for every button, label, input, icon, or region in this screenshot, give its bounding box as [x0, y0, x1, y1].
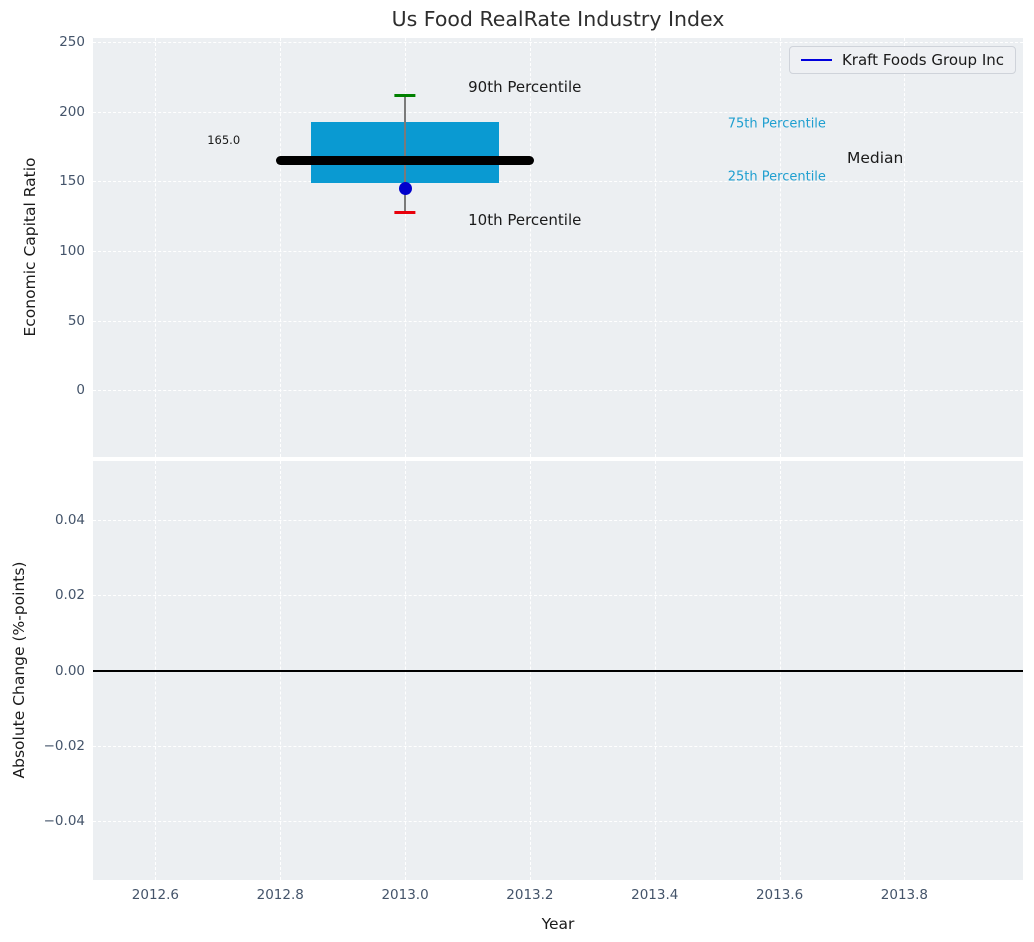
bottom-y-tick-label: 0.02 — [54, 587, 85, 603]
gridline-horizontal — [93, 595, 1023, 596]
x-tick-label: 2013.4 — [631, 887, 679, 903]
gridline-vertical — [280, 38, 282, 457]
top-y-tick-label: 100 — [59, 242, 85, 259]
gridline-horizontal — [93, 320, 1023, 322]
x-tick-label: 2012.8 — [256, 887, 304, 903]
gridline-horizontal — [93, 519, 1023, 521]
chart-title: Us Food RealRate Industry Index — [391, 7, 725, 31]
gridline-vertical — [779, 38, 781, 457]
top-y-tick-label: 200 — [59, 103, 85, 120]
gridline-vertical — [155, 38, 157, 457]
annotation-median: Median — [846, 148, 904, 167]
annotation-25th-percentile: 25th Percentile — [727, 169, 826, 185]
top-y-tick-label: 150 — [59, 173, 85, 190]
whisker-line — [404, 95, 407, 212]
gridline-horizontal — [93, 42, 1023, 44]
x-tick-label: 2013.0 — [381, 887, 429, 903]
legend-line-sample-icon — [800, 59, 832, 61]
bottom-y-tick-label: 0.00 — [54, 662, 85, 679]
gridline-vertical — [405, 38, 407, 457]
bottom-y-tick-label: 0.04 — [54, 511, 85, 528]
x-tick-label: 2013.2 — [506, 887, 554, 903]
x-tick-label: 2012.6 — [131, 887, 180, 903]
annotation-10th-percentile: 10th Percentile — [468, 211, 582, 230]
company-marker — [398, 181, 412, 195]
gridline-vertical — [529, 38, 531, 457]
bottom-y-tick-label: −0.02 — [43, 737, 85, 754]
annotation-median-value: 165.0 — [207, 132, 241, 147]
x-tick-label: 2013.8 — [880, 887, 929, 903]
bottom-y-tick-label: −0.04 — [43, 813, 85, 830]
median-line — [275, 155, 535, 165]
10th-percentile-cap — [394, 210, 416, 214]
gridline-horizontal — [93, 821, 1023, 823]
gridline-vertical — [654, 38, 656, 457]
legend-label: Kraft Foods Group Inc — [841, 51, 1004, 69]
90th-percentile-cap — [394, 93, 416, 97]
annotation-90th-percentile: 90th Percentile — [468, 77, 582, 96]
gridline-horizontal — [93, 745, 1023, 747]
bottom-y-axis-label: Absolute Change (%-points) — [10, 561, 28, 779]
gridline-vertical — [904, 38, 906, 457]
top-y-tick-label: 50 — [67, 312, 85, 329]
x-axis-label: Year — [541, 915, 575, 933]
bottom-plot-area — [93, 461, 1023, 880]
x-tick-label: 2013.6 — [755, 887, 804, 903]
gridline-horizontal — [93, 390, 1023, 392]
gridline-horizontal — [93, 111, 1023, 113]
top-y-tick-label: 250 — [59, 34, 85, 51]
top-plot-area: Kraft Foods Group Inc 90th Percentile 10t… — [93, 38, 1023, 457]
gridline-horizontal — [93, 181, 1023, 183]
gridline-horizontal — [93, 250, 1023, 252]
top-y-axis-label: Economic Capital Ratio — [21, 157, 39, 337]
annotation-75th-percentile: 75th Percentile — [727, 116, 826, 132]
legend: Kraft Foods Group Inc — [788, 46, 1016, 74]
zero-reference-line — [93, 669, 1023, 672]
top-y-tick-label: 0 — [76, 382, 85, 399]
